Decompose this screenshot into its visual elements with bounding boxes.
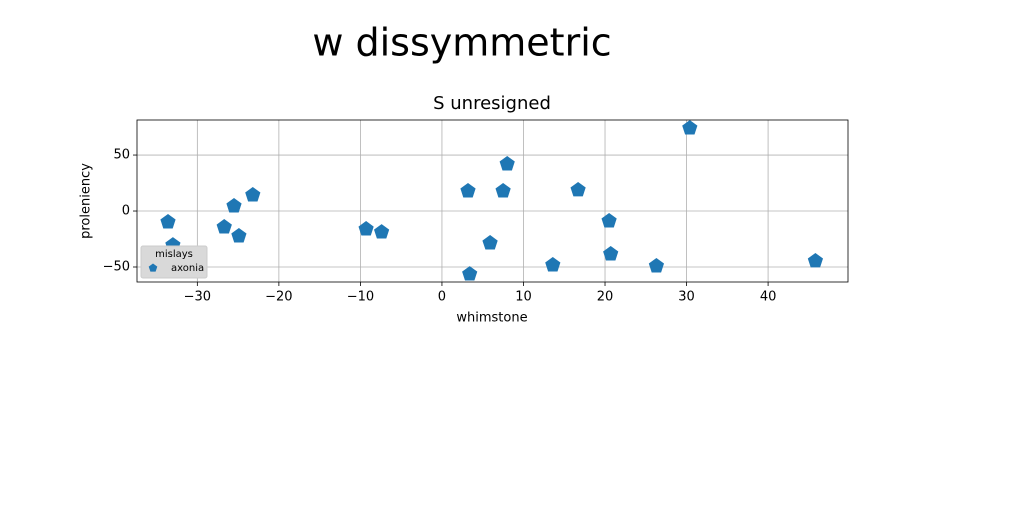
- chart-title: S unresigned: [433, 93, 551, 114]
- point: [245, 187, 261, 202]
- point: [226, 198, 242, 213]
- x-tick-label: 0: [438, 290, 446, 305]
- x-tick-label: −20: [265, 290, 292, 305]
- y-tick-label: 50: [113, 148, 130, 163]
- point: [358, 221, 374, 236]
- point: [462, 266, 478, 281]
- x-tick-label: 20: [597, 290, 614, 305]
- point: [460, 183, 476, 198]
- point: [570, 182, 586, 197]
- y-tick-label: 0: [122, 204, 130, 219]
- point: [499, 156, 515, 171]
- point: [648, 258, 664, 273]
- legend: mislays axonia: [140, 245, 208, 279]
- legend-label: axonia: [171, 263, 204, 274]
- point: [682, 120, 698, 135]
- x-tick-label: 40: [760, 290, 777, 305]
- x-axis-label: whimstone: [456, 311, 527, 326]
- point: [807, 253, 823, 268]
- x-tick-label: 10: [515, 290, 532, 305]
- point: [603, 246, 619, 261]
- point: [495, 183, 511, 198]
- point: [601, 213, 617, 228]
- point: [374, 224, 390, 239]
- legend-title: mislays: [155, 249, 193, 260]
- legend-box: [140, 245, 208, 279]
- y-axis-label: proleniency: [79, 163, 94, 239]
- point: [231, 228, 247, 243]
- point: [216, 219, 232, 234]
- x-tick-label: 30: [678, 290, 695, 305]
- y-tick-label: −50: [103, 259, 130, 274]
- plot-frame: [136, 119, 849, 283]
- suptitle: w dissymmetric: [312, 21, 611, 65]
- x-tick-label: −10: [347, 290, 374, 305]
- point: [160, 214, 176, 229]
- x-tick-label: −30: [184, 290, 211, 305]
- point: [482, 235, 498, 250]
- legend-marker: [148, 263, 158, 272]
- point: [545, 257, 561, 272]
